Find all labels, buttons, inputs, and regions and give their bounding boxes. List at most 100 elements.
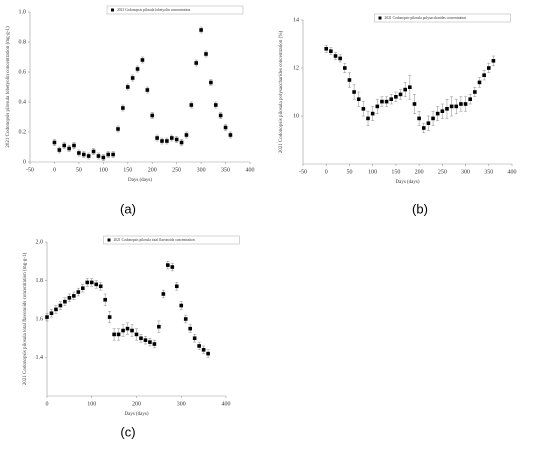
point bbox=[352, 90, 356, 94]
point bbox=[89, 280, 94, 285]
y-tick-label: 1.8 bbox=[36, 278, 44, 284]
x-tick-label: 300 bbox=[461, 169, 470, 175]
point bbox=[174, 137, 179, 142]
point bbox=[183, 317, 188, 321]
point bbox=[459, 102, 463, 106]
legend-label: 2021 Codonopsis pilosula polysaccharides… bbox=[385, 16, 467, 20]
point bbox=[338, 56, 342, 61]
panel-label: (c) bbox=[120, 424, 135, 439]
legend-marker bbox=[107, 238, 111, 242]
point bbox=[81, 286, 85, 290]
y-tick-label: 0.2 bbox=[19, 129, 27, 135]
y-tick-label: 0.6 bbox=[19, 69, 27, 75]
y-tick-label: 0.8 bbox=[19, 39, 27, 45]
point bbox=[199, 28, 203, 32]
point bbox=[107, 315, 112, 319]
point bbox=[94, 282, 99, 287]
point bbox=[98, 284, 103, 289]
x-tick-label: 200 bbox=[415, 169, 424, 175]
point bbox=[161, 292, 166, 296]
y-axis-label: 2021 Codonopsis pilosula total flavonoid… bbox=[23, 253, 28, 386]
point bbox=[52, 140, 57, 145]
point bbox=[174, 284, 179, 289]
point bbox=[356, 97, 361, 101]
y-tick-label: 10 bbox=[293, 113, 299, 119]
point bbox=[54, 307, 58, 312]
point bbox=[361, 107, 366, 111]
point bbox=[81, 152, 86, 157]
point bbox=[76, 290, 81, 294]
point bbox=[130, 76, 135, 80]
point bbox=[473, 90, 477, 94]
point bbox=[213, 103, 218, 107]
x-tick-label: 300 bbox=[177, 401, 186, 407]
point bbox=[223, 125, 228, 130]
x-tick-label: 400 bbox=[222, 401, 231, 407]
x-axis-label: Days (days) bbox=[128, 178, 152, 183]
x-tick-label: 50 bbox=[76, 167, 82, 173]
point bbox=[228, 133, 233, 137]
point bbox=[86, 154, 91, 158]
x-tick-label: 400 bbox=[246, 167, 255, 173]
point bbox=[445, 107, 449, 111]
x-tick-label: 350 bbox=[484, 169, 493, 175]
point bbox=[72, 294, 76, 298]
point bbox=[347, 78, 352, 82]
point bbox=[67, 296, 72, 300]
x-tick-label: 0 bbox=[325, 169, 328, 175]
point bbox=[408, 85, 412, 89]
point bbox=[431, 116, 435, 121]
point bbox=[91, 149, 96, 154]
point bbox=[333, 54, 338, 58]
point bbox=[343, 66, 347, 70]
x-tick-label: 300 bbox=[197, 167, 206, 173]
point bbox=[209, 80, 213, 85]
y-tick-label: 0 bbox=[23, 159, 26, 165]
point bbox=[45, 315, 49, 319]
point bbox=[125, 326, 130, 331]
legend-box bbox=[106, 5, 244, 15]
point bbox=[116, 127, 120, 131]
point bbox=[329, 49, 333, 53]
legend-marker bbox=[111, 8, 114, 12]
x-tick-label: 100 bbox=[99, 167, 108, 173]
x-tick-label: -50 bbox=[299, 169, 307, 175]
y-tick-label: 1.4 bbox=[36, 355, 44, 361]
point bbox=[106, 152, 111, 157]
point bbox=[435, 111, 440, 116]
x-tick-label: 100 bbox=[368, 169, 377, 175]
point bbox=[482, 73, 486, 77]
panel-label: (b) bbox=[412, 201, 428, 216]
y-axis-label: 2021 Codonopsis pilosula polysaccharides… bbox=[279, 31, 284, 154]
point bbox=[49, 311, 54, 316]
point bbox=[398, 92, 403, 97]
point bbox=[189, 103, 194, 107]
x-axis-label: Days (days) bbox=[124, 412, 148, 417]
point bbox=[77, 151, 81, 155]
legend-label: 2021 Codonopsis pilosula total flavonoid… bbox=[114, 238, 195, 242]
point bbox=[85, 280, 90, 285]
point bbox=[440, 109, 445, 113]
legend-label: 2021 Codonopsis pilosula lobetyolin conc… bbox=[117, 8, 190, 12]
point bbox=[426, 121, 431, 125]
y-tick-label: 14 bbox=[293, 17, 299, 23]
point bbox=[192, 336, 197, 341]
x-tick-label: 400 bbox=[508, 169, 517, 175]
point bbox=[155, 136, 159, 140]
y-axis-label: 2021 Codonopsis pilosula lobetyolin conc… bbox=[6, 26, 11, 148]
point bbox=[143, 338, 148, 342]
point bbox=[140, 58, 145, 62]
point bbox=[130, 328, 134, 333]
point bbox=[324, 47, 329, 51]
point bbox=[72, 143, 76, 148]
point bbox=[157, 324, 161, 329]
point bbox=[421, 126, 426, 130]
point bbox=[134, 332, 139, 337]
point bbox=[111, 152, 115, 157]
x-tick-label: 250 bbox=[172, 167, 181, 173]
point bbox=[166, 263, 170, 267]
point bbox=[139, 336, 143, 341]
point bbox=[148, 340, 152, 344]
x-tick-label: 100 bbox=[87, 401, 96, 407]
